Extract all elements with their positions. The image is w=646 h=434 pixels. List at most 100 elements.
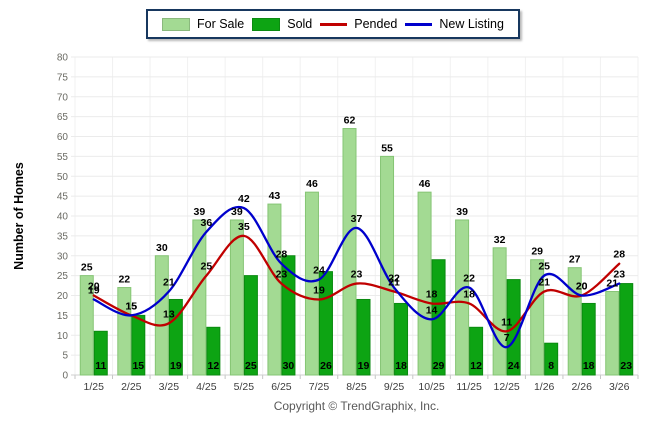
for-sale-bar (117, 287, 132, 376)
legend-swatch-new-listing (405, 22, 433, 26)
legend-swatch-for-sale (162, 17, 190, 31)
sold-value-label: 12 (208, 360, 220, 372)
for-sale-value-label: 21 (606, 278, 618, 290)
sold-value-label: 23 (620, 360, 632, 372)
for-sale-bar (417, 191, 432, 376)
y-tick-label: 65 (57, 112, 69, 123)
for-sale-value-label: 30 (156, 242, 168, 254)
new-listing-line (92, 205, 621, 349)
for-sale-value-label: 62 (344, 115, 356, 127)
y-tick-label: 5 (62, 351, 68, 362)
x-axis-label: 1/26 (534, 381, 555, 393)
y-tick-label: 0 (62, 371, 68, 382)
pended-value-label: 18 (426, 288, 438, 300)
x-axis-label: 1/25 (84, 381, 105, 393)
new-listing-value-label: 21 (163, 277, 175, 289)
y-tick-label: 25 (57, 271, 69, 282)
x-axis-label: 3/26 (609, 381, 630, 393)
pended-value-label: 15 (125, 300, 137, 312)
y-tick-label: 35 (57, 231, 69, 242)
y-tick-label: 45 (57, 192, 69, 203)
for-sale-value-label: 39 (231, 206, 243, 218)
sold-value-label: 12 (470, 360, 482, 372)
y-tick-label: 50 (57, 172, 69, 183)
for-sale-bar (605, 291, 620, 376)
pended-value-label: 11 (501, 316, 512, 328)
sold-value-label: 19 (358, 360, 370, 372)
for-sale-bar (492, 247, 507, 376)
new-listing-value-label: 28 (276, 249, 288, 261)
for-sale-value-label: 46 (419, 178, 431, 190)
x-axis-label: 4/25 (196, 381, 217, 393)
legend-item-pended[interactable]: Pended (320, 17, 397, 31)
x-axis-label: 12/25 (493, 381, 519, 393)
sold-value-label: 24 (508, 360, 520, 372)
pended-value-label: 19 (313, 284, 325, 296)
sold-value-label: 25 (245, 360, 257, 372)
sold-value-label: 19 (170, 360, 182, 372)
legend-item-new-listing[interactable]: New Listing (405, 17, 504, 31)
new-listing-value-label: 20 (576, 281, 588, 293)
legend-swatch-sold (252, 17, 281, 31)
for-sale-bar (455, 219, 470, 376)
sold-bar (394, 302, 409, 376)
for-sale-value-label: 32 (494, 234, 506, 246)
x-axis-label: 5/25 (234, 381, 255, 393)
new-listing-value-label: 14 (426, 304, 438, 316)
legend-label-for-sale: For Sale (197, 17, 245, 31)
legend-item-for-sale[interactable]: For Sale (162, 17, 244, 31)
y-tick-label: 60 (57, 132, 69, 143)
y-tick-label: 10 (57, 331, 69, 342)
new-listing-value-label: 22 (388, 273, 400, 285)
legend: For Sale Sold Pended New Listing (146, 9, 520, 39)
new-listing-value-label: 37 (351, 213, 363, 225)
sold-value-label: 8 (548, 360, 554, 372)
for-sale-bar (79, 275, 94, 376)
for-sale-value-label: 25 (81, 262, 93, 274)
legend-label-sold: Sold (287, 17, 313, 31)
pended-value-label: 28 (613, 249, 625, 261)
x-axis-label: 6/25 (271, 381, 292, 393)
y-tick-label: 20 (57, 291, 69, 302)
sold-value-label: 15 (132, 360, 144, 372)
x-axis-label: 2/25 (121, 381, 142, 393)
sold-bar (469, 326, 484, 376)
for-sale-bar (304, 191, 319, 376)
new-listing-value-label: 42 (238, 193, 250, 205)
for-sale-value-label: 39 (194, 206, 206, 218)
sold-value-label: 18 (583, 360, 595, 372)
sold-value-label: 30 (283, 360, 295, 372)
for-sale-value-label: 43 (269, 190, 281, 202)
y-tick-label: 80 (57, 53, 69, 64)
pended-value-label: 21 (538, 277, 550, 289)
pended-value-label: 20 (576, 281, 588, 293)
sold-bar (243, 275, 258, 376)
sold-bar (619, 283, 634, 376)
for-sale-value-label: 22 (118, 274, 130, 286)
y-tick-label: 40 (57, 212, 69, 223)
x-axis-label: 3/25 (159, 381, 180, 393)
sold-value-label: 18 (395, 360, 407, 372)
legend-swatch-pended (320, 22, 348, 26)
sold-value-label: 11 (95, 360, 106, 372)
x-axis-label: 7/25 (309, 381, 330, 393)
sold-bar (581, 302, 596, 376)
pended-value-label: 18 (463, 288, 475, 300)
for-sale-value-label: 55 (381, 142, 393, 154)
legend-item-sold[interactable]: Sold (252, 17, 312, 31)
x-axis-label: 2/26 (571, 381, 592, 393)
y-tick-label: 55 (57, 152, 69, 163)
pended-value-label: 23 (351, 269, 363, 281)
new-listing-value-label: 23 (613, 269, 625, 281)
new-listing-value-label: 24 (313, 265, 325, 277)
pended-line (92, 234, 621, 333)
for-sale-value-label: 46 (306, 178, 318, 190)
pended-value-label: 13 (163, 308, 175, 320)
x-axis-label: 10/25 (418, 381, 444, 393)
for-sale-bar (267, 203, 282, 376)
for-sale-bar (229, 219, 244, 376)
for-sale-value-label: 27 (569, 254, 581, 266)
for-sale-bar (342, 128, 357, 376)
